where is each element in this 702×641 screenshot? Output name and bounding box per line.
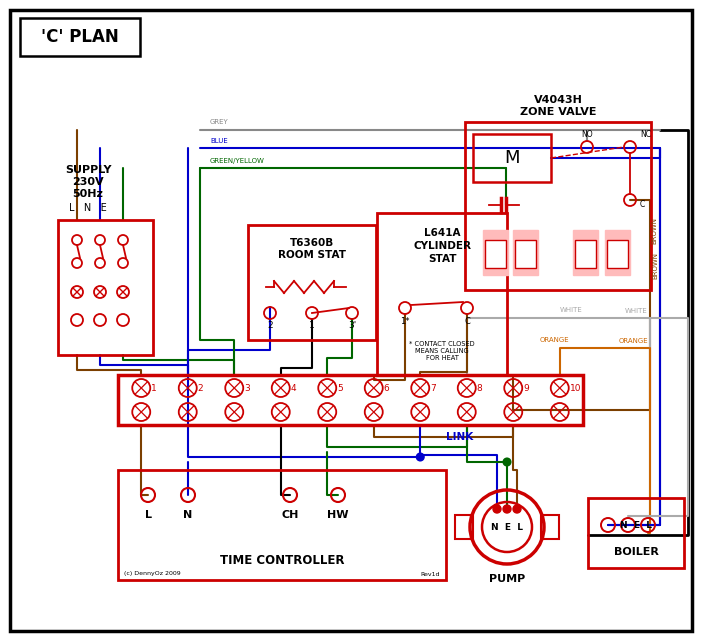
Text: PUMP: PUMP — [489, 574, 525, 584]
Text: T6360B: T6360B — [290, 238, 334, 248]
FancyBboxPatch shape — [515, 240, 536, 268]
Text: BROWN: BROWN — [652, 251, 658, 278]
Text: GREEN/YELLOW: GREEN/YELLOW — [210, 158, 265, 164]
Text: M: M — [504, 149, 519, 167]
Text: L: L — [145, 510, 152, 520]
Text: 230V: 230V — [72, 177, 104, 187]
Text: 7: 7 — [430, 383, 436, 392]
Text: 10: 10 — [570, 383, 581, 392]
FancyBboxPatch shape — [605, 230, 630, 275]
Text: 3': 3' — [348, 320, 356, 329]
Text: STAT: STAT — [428, 254, 456, 264]
Text: NC: NC — [640, 129, 651, 138]
Text: N  E  L: N E L — [491, 522, 523, 531]
Text: BROWN: BROWN — [651, 217, 657, 244]
Text: 6: 6 — [384, 383, 390, 392]
Text: ORANGE: ORANGE — [540, 337, 569, 343]
Text: 9: 9 — [523, 383, 529, 392]
Circle shape — [417, 453, 424, 460]
Text: V4043H: V4043H — [534, 95, 583, 105]
Text: WHITE: WHITE — [625, 308, 648, 314]
Text: NO: NO — [581, 129, 592, 138]
Text: HW: HW — [327, 510, 349, 520]
Circle shape — [503, 458, 510, 465]
Text: 1*: 1* — [400, 317, 410, 326]
Text: N: N — [183, 510, 192, 520]
FancyBboxPatch shape — [575, 240, 596, 268]
Text: 3: 3 — [244, 383, 250, 392]
Text: C: C — [464, 317, 470, 326]
FancyBboxPatch shape — [483, 230, 508, 275]
FancyBboxPatch shape — [513, 230, 538, 275]
Circle shape — [503, 505, 511, 513]
Circle shape — [513, 505, 521, 513]
Text: SUPPLY: SUPPLY — [65, 165, 111, 175]
Text: ZONE VALVE: ZONE VALVE — [519, 107, 596, 117]
Text: BLUE: BLUE — [210, 138, 227, 144]
Text: (c) DennyOz 2009: (c) DennyOz 2009 — [124, 572, 180, 576]
Text: 5: 5 — [337, 383, 343, 392]
Text: L   N   E: L N E — [69, 203, 107, 213]
Circle shape — [493, 505, 501, 513]
Text: Rev1d: Rev1d — [420, 572, 440, 576]
Text: 50Hz: 50Hz — [72, 189, 103, 199]
Text: TIME CONTROLLER: TIME CONTROLLER — [220, 553, 344, 567]
Text: LINK: LINK — [446, 432, 474, 442]
FancyBboxPatch shape — [485, 240, 506, 268]
Text: WHITE: WHITE — [560, 307, 583, 313]
FancyBboxPatch shape — [607, 240, 628, 268]
Text: 4: 4 — [291, 383, 296, 392]
Text: L641A: L641A — [424, 228, 461, 238]
Text: 'C' PLAN: 'C' PLAN — [41, 28, 119, 46]
Text: 1: 1 — [309, 320, 315, 329]
Text: N  E  L: N E L — [620, 520, 652, 529]
Text: CH: CH — [282, 510, 298, 520]
Text: CYLINDER: CYLINDER — [413, 241, 471, 251]
Text: 8: 8 — [477, 383, 482, 392]
Text: ROOM STAT: ROOM STAT — [278, 250, 346, 260]
FancyBboxPatch shape — [573, 230, 598, 275]
Text: BOILER: BOILER — [614, 547, 658, 557]
Text: * CONTACT CLOSED
MEANS CALLING
FOR HEAT: * CONTACT CLOSED MEANS CALLING FOR HEAT — [409, 341, 475, 361]
Text: C: C — [640, 199, 645, 208]
Text: 2: 2 — [198, 383, 204, 392]
Text: GREY: GREY — [210, 119, 229, 125]
Text: 2: 2 — [267, 320, 273, 329]
Text: ORANGE: ORANGE — [618, 338, 648, 344]
Text: 1: 1 — [151, 383, 157, 392]
